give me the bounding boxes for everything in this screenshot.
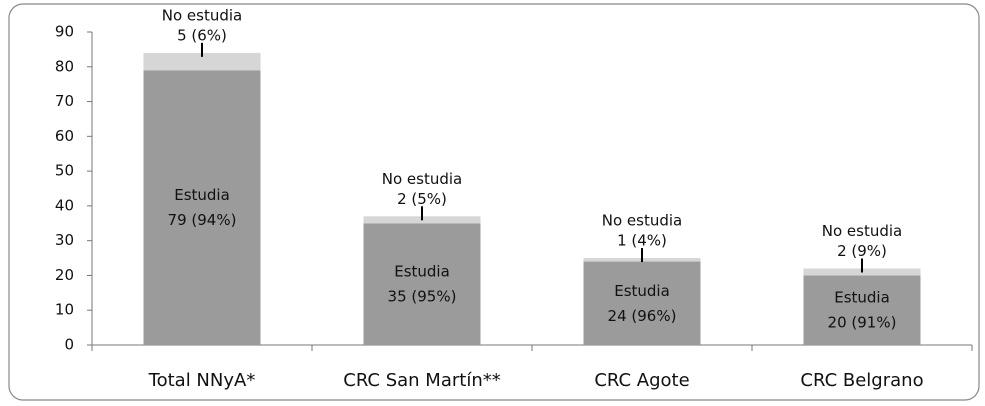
value-label: 24 (96%) (608, 307, 677, 325)
x-tick-label: Total NNyA* (148, 370, 256, 391)
segment-name: Estudia (834, 289, 890, 307)
y-tick-label: 90 (55, 23, 74, 41)
segment-name: Estudia (174, 186, 230, 204)
y-tick-label: 10 (55, 301, 74, 319)
y-tick-label: 20 (55, 266, 74, 284)
value-label: 2 (9%) (837, 242, 887, 260)
bar-segment (143, 70, 261, 345)
bar-segment (803, 275, 921, 345)
value-label: 5 (6%) (177, 26, 227, 44)
y-tick-label: 40 (55, 196, 74, 214)
y-tick-label: 0 (64, 336, 74, 354)
y-tick-label: 60 (55, 127, 74, 145)
value-label: 1 (4%) (617, 232, 667, 250)
value-label: 35 (95%) (388, 288, 457, 306)
bar-segment (583, 261, 701, 345)
x-tick-label: CRC Agote (594, 370, 689, 391)
y-tick-label: 80 (55, 57, 74, 75)
y-tick-label: 50 (55, 162, 74, 180)
segment-name: No estudia (822, 222, 902, 240)
x-tick-label: CRC Belgrano (800, 370, 923, 391)
segment-name: Estudia (394, 263, 450, 281)
segment-name: Estudia (614, 282, 670, 300)
segment-name: No estudia (162, 6, 242, 24)
segment-name: No estudia (382, 170, 462, 188)
x-tick-label: CRC San Martín** (343, 370, 500, 391)
bar-segment (143, 52, 261, 71)
value-label: 20 (91%) (828, 314, 897, 332)
y-tick-label: 30 (55, 231, 74, 249)
y-tick-label: 70 (55, 92, 74, 110)
value-label: 2 (5%) (397, 190, 447, 208)
segment-name: No estudia (602, 212, 682, 230)
bar-segment (363, 223, 481, 345)
value-label: 79 (94%) (168, 211, 237, 229)
